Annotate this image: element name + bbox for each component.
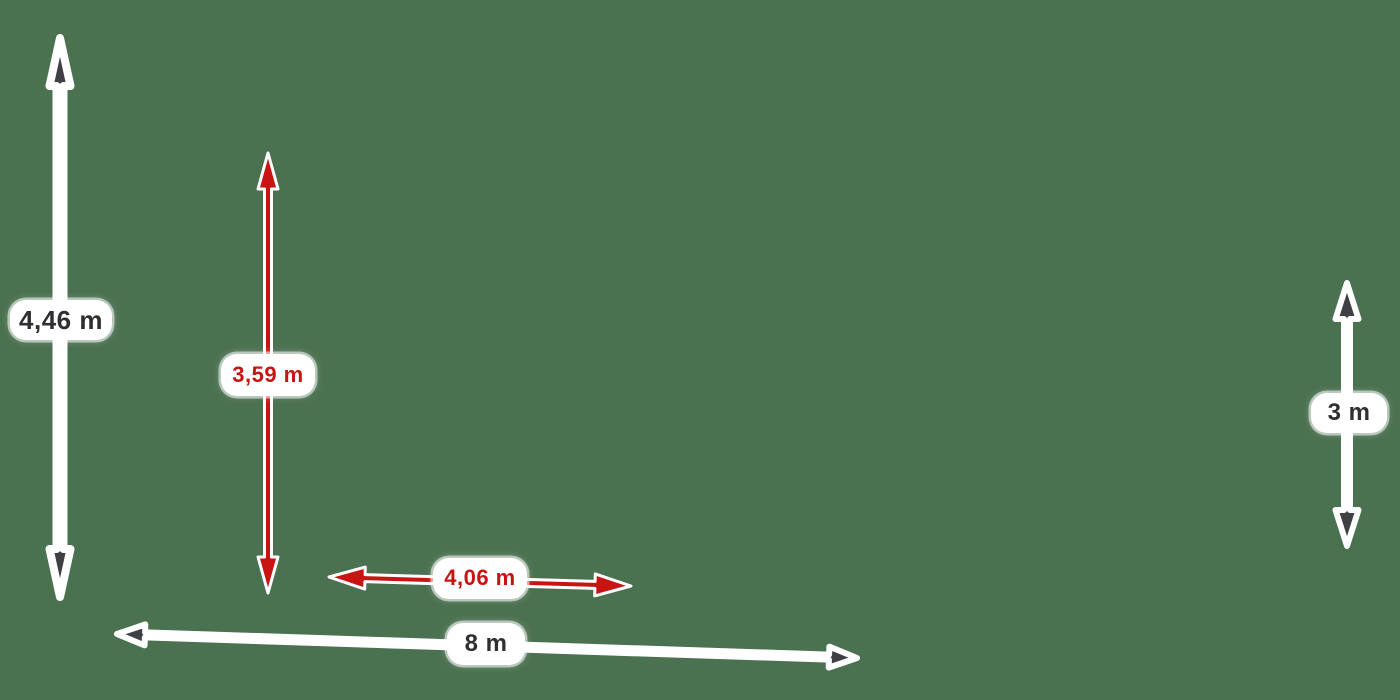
red-height-measurement-label[interactable]: 3,59 m xyxy=(221,354,315,396)
red-width-measurement-label[interactable]: 4,06 m xyxy=(433,557,527,599)
left-height-measurement-label[interactable]: 4,46 m xyxy=(10,300,112,340)
bottom-width-measurement-label[interactable]: 8 m xyxy=(447,623,525,665)
right-height-measurement-label[interactable]: 3 m xyxy=(1311,393,1387,433)
